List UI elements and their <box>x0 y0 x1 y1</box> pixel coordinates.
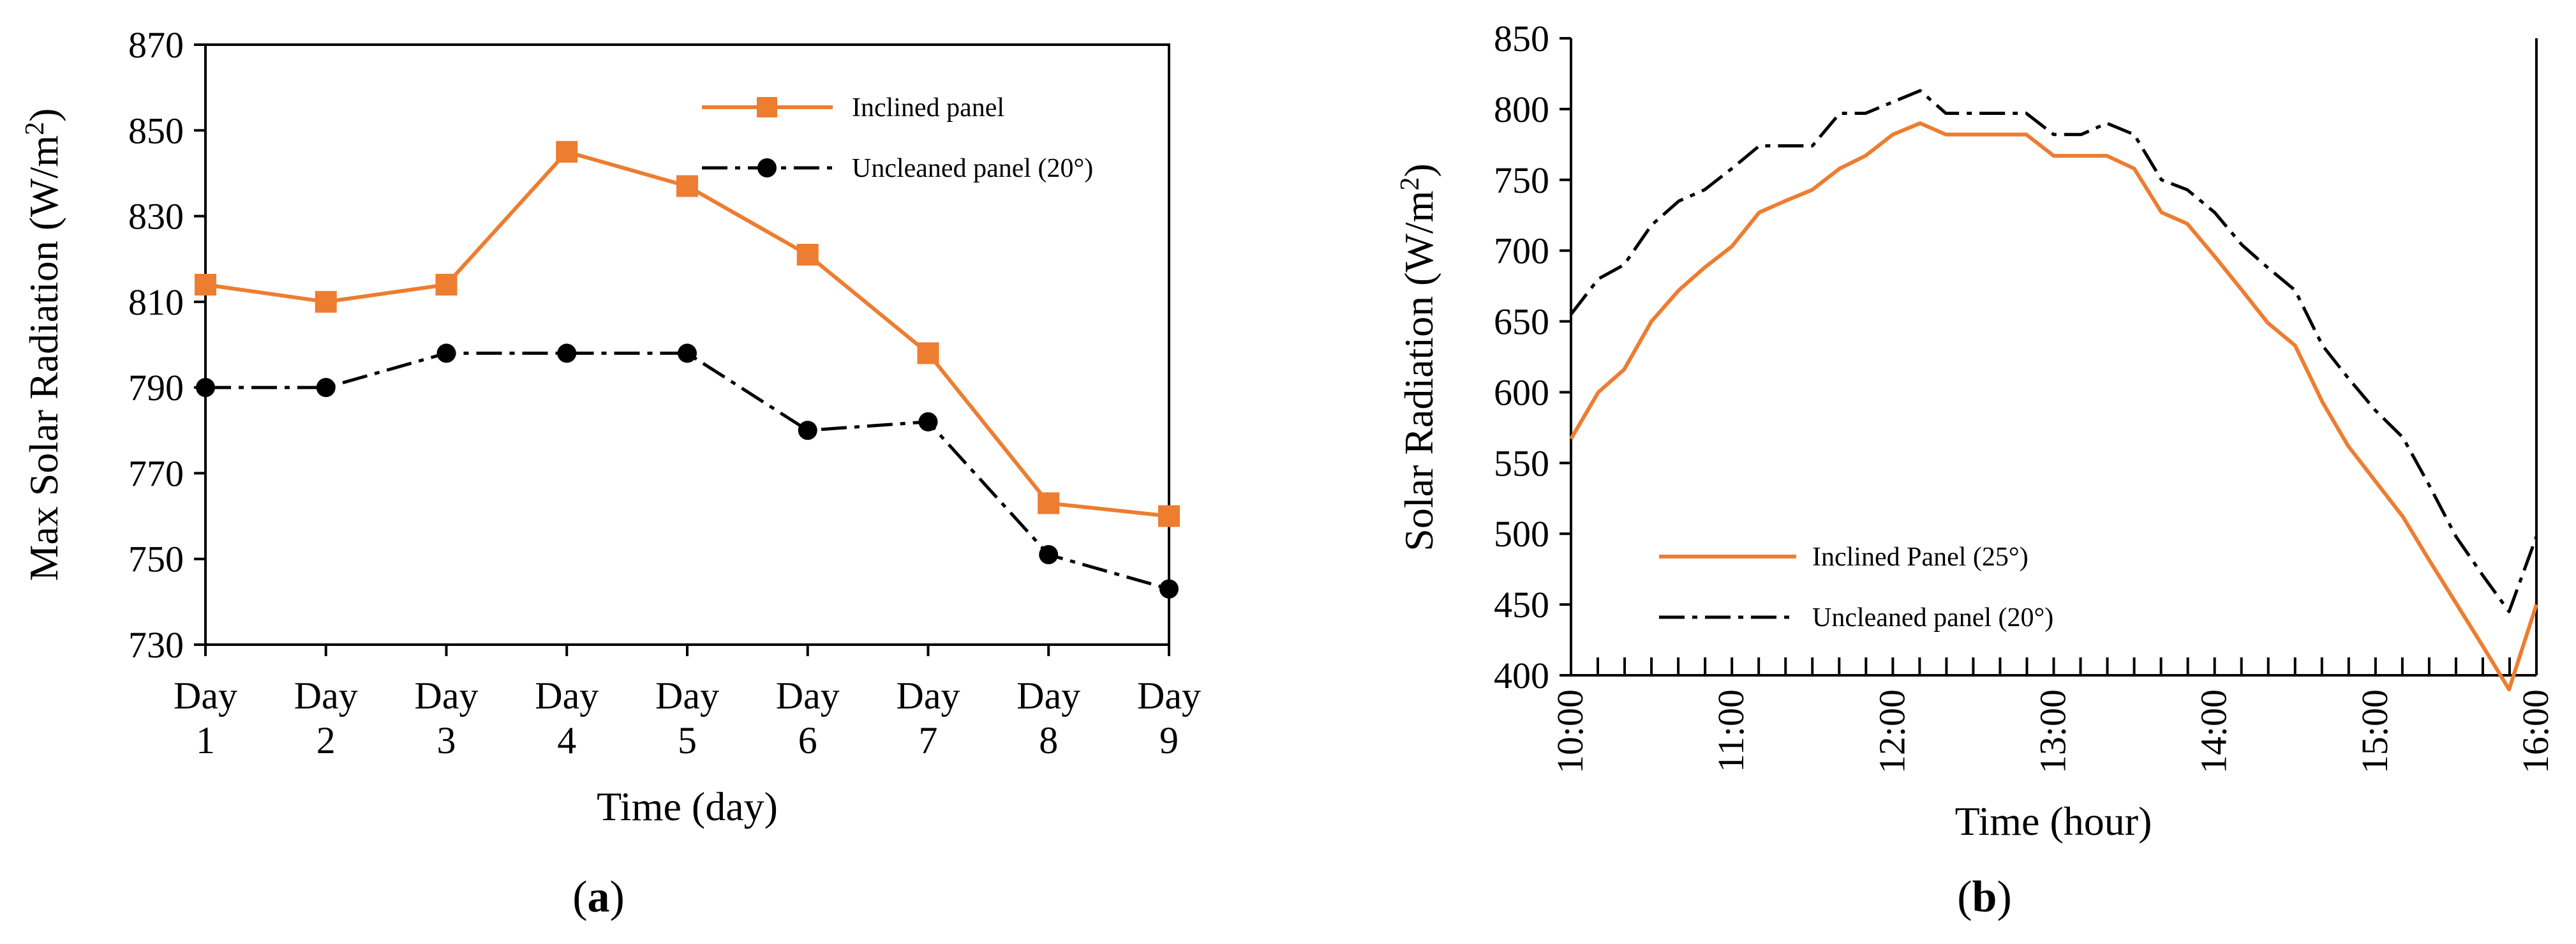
y-tick-label-b: 450 <box>1494 584 1549 626</box>
x-tick-label-a: Day 2 <box>294 675 358 761</box>
x-tick-label-b: 15:00 <box>2354 689 2395 774</box>
data-point-a-uncleaned <box>1039 545 1059 564</box>
data-point-a-inclined <box>1038 492 1060 514</box>
data-point-a-uncleaned <box>196 378 215 398</box>
y-tick-label-b: 750 <box>1494 160 1549 201</box>
x-axis-title-a: Time (day) <box>597 784 778 829</box>
series-line-a-1 <box>205 351 1170 591</box>
y-tick-label-a: 830 <box>128 196 184 237</box>
legend-b-label-uncleaned: Uncleaned panel (20°) <box>1812 603 2053 633</box>
y-ticks-b: 400 450 500 550 600 650 700 750 800 850 <box>1494 18 1571 696</box>
y-tick-label-a: 850 <box>128 110 184 151</box>
panel-label-b: (b) <box>1957 873 2012 922</box>
x-tick-label-b: 13:00 <box>2032 689 2074 774</box>
y-tick-label-b: 700 <box>1494 230 1549 272</box>
y-tick-label-a: 870 <box>128 24 184 66</box>
y-tick-label-b: 500 <box>1494 513 1549 555</box>
data-point-a-inclined <box>1158 505 1180 527</box>
data-point-a-uncleaned <box>316 378 336 398</box>
legend-a-marker-inclined <box>757 97 777 117</box>
panel-label-a: (a) <box>572 873 625 922</box>
data-point-a-inclined <box>556 140 578 163</box>
series-line-a-0 <box>205 149 1170 518</box>
y-tick-label-b: 550 <box>1494 442 1549 484</box>
y-axis-title-b: Solar Radiation (W/m2) <box>1396 163 1441 551</box>
data-point-a-uncleaned <box>918 412 938 431</box>
y-tick-label-a: 730 <box>128 624 184 666</box>
x-ticks-a: Day 1 Day 2 Day 3 Day 4 Day 5 Day 6 Day 7 Day 8 Day 9 <box>174 645 1201 761</box>
y-ticks-a: 730 750 770 790 810 830 850 870 <box>128 24 205 666</box>
legend-a-label-inclined: Inclined panel <box>852 93 1004 123</box>
series-line-b-1 <box>1570 89 2538 613</box>
x-tick-label-a: Day 3 <box>415 675 479 761</box>
y-tick-label-b: 850 <box>1494 18 1549 59</box>
x-tick-label-a: Day 8 <box>1016 675 1080 761</box>
x-tick-label-b: 12:00 <box>1871 689 1912 774</box>
y-tick-label-a: 750 <box>128 539 184 580</box>
series-line-b-0 <box>1569 121 2538 692</box>
x-ticks-b: 10:00 11:00 12:00 13:00 14:00 15:00 16:00 <box>1549 657 2556 774</box>
y-tick-label-b: 600 <box>1494 371 1549 413</box>
y-tick-label-a: 790 <box>128 367 184 408</box>
data-point-a-inclined <box>315 290 337 313</box>
x-tick-label-a: Day 6 <box>776 675 840 761</box>
data-point-a-uncleaned <box>1159 579 1179 599</box>
data-point-a-inclined <box>195 274 216 296</box>
x-axis-title-b: Time (hour) <box>1955 798 2152 844</box>
data-point-a-inclined <box>796 244 819 266</box>
legend-a: Inclined panel Uncleaned panel (20°) <box>702 93 1093 183</box>
legend-a-label-uncleaned: Uncleaned panel (20°) <box>852 154 1093 183</box>
x-tick-label-b: 14:00 <box>2193 689 2235 774</box>
chart-b: 400 450 500 550 600 650 700 750 800 850 10:00 11:0… <box>1396 18 2556 922</box>
y-tick-label-b: 800 <box>1494 89 1549 130</box>
data-point-a-uncleaned <box>557 343 577 363</box>
y-tick-label-a: 770 <box>128 453 184 494</box>
legend-a-marker-uncleaned <box>757 158 777 177</box>
x-tick-label-a: Day 1 <box>174 675 237 761</box>
series-a <box>195 140 1180 599</box>
data-point-a-inclined <box>435 274 458 296</box>
x-tick-label-b: 11:00 <box>1710 689 1752 772</box>
y-tick-label-b: 650 <box>1494 301 1549 343</box>
x-tick-label-a: Day 4 <box>535 675 599 761</box>
x-tick-label-b: 10:00 <box>1549 689 1591 774</box>
data-point-a-inclined <box>676 175 698 197</box>
x-tick-label-a: Day 9 <box>1137 675 1201 761</box>
x-tick-label-a: Day 7 <box>897 675 960 761</box>
x-tick-label-b: 16:00 <box>2515 689 2556 774</box>
y-tick-label-a: 810 <box>128 281 184 323</box>
y-tick-label-b: 400 <box>1494 655 1549 696</box>
data-point-a-uncleaned <box>678 343 697 363</box>
legend-b: Inclined Panel (25°) Uncleaned panel (20… <box>1659 543 2053 633</box>
series-b <box>1569 89 2538 692</box>
y-axis-title-a: Max Solar Radiation (W/m2) <box>20 109 66 581</box>
x-tick-label-a: Day 5 <box>655 675 719 761</box>
data-point-a-uncleaned <box>436 343 456 363</box>
data-point-a-uncleaned <box>798 421 817 440</box>
data-point-a-inclined <box>917 342 939 364</box>
legend-b-label-inclined: Inclined Panel (25°) <box>1812 543 2029 572</box>
